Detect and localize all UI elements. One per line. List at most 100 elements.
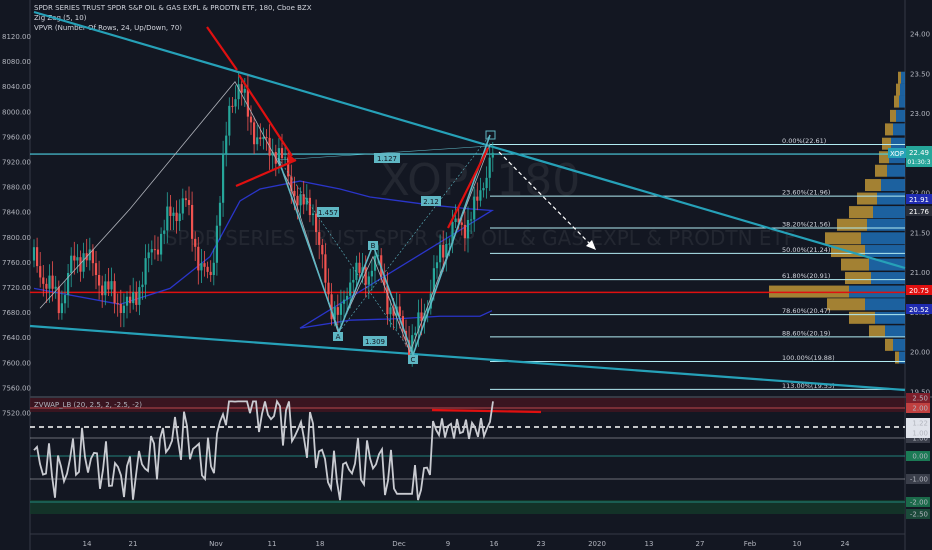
red-stroke-1[interactable] (206, 26, 238, 71)
candle-body (259, 137, 262, 140)
red-stroke-4[interactable] (447, 147, 489, 229)
osc-level-tag (906, 393, 930, 403)
vpvr-down-bar (857, 192, 877, 205)
fib-level-label: 100.00%(19.88) (782, 354, 835, 362)
candle-body (119, 303, 122, 314)
time-axis[interactable]: 14 21 Nov 11 18 Dec 9 16 23 2020 13 27 Feb 10 24 (83, 540, 850, 548)
candle-body (485, 177, 488, 189)
right-axis-tick: 24.00 (910, 31, 930, 39)
candle-body (70, 255, 73, 273)
right-axis-tick: 20.00 (910, 349, 930, 357)
left-axis-tick: 7920.00 (2, 159, 31, 167)
ratio-label-2: 1.457 (317, 207, 339, 217)
vpvr-up-bar (891, 137, 905, 150)
svg-text:21.76: 21.76 (909, 208, 930, 216)
candle-body (249, 116, 253, 123)
vpvr-up-bar (900, 83, 905, 96)
candle-body (364, 267, 367, 285)
fibonacci-retracement[interactable]: 0.00%(22.61) 23.60%(21.96) 38.20%(21.56) 50… (490, 137, 905, 390)
price-tag-20-75: 20.75 (906, 285, 932, 295)
candle-body (454, 218, 457, 222)
osc-red-line[interactable] (431, 408, 542, 414)
svg-text:2.12: 2.12 (423, 198, 439, 206)
candle-body (482, 188, 485, 191)
red-stroke-3[interactable] (235, 158, 297, 188)
candle-body (209, 271, 212, 276)
candle-body (296, 195, 299, 206)
candle-body (315, 213, 318, 233)
candle-body (160, 233, 163, 255)
candle-body (311, 213, 315, 216)
vpvr-up-bar (885, 325, 905, 338)
fib-level-label: 0.00%(22.61) (782, 137, 826, 145)
left-price-axis[interactable]: 8120.00 8080.00 8040.00 8000.00 7960.00 7920.… (2, 33, 31, 418)
svg-text:C: C (411, 356, 416, 364)
candle-body (284, 157, 287, 159)
candle-body (473, 196, 476, 220)
indicator-zigzag-label: Zig Zag (5, 10) (34, 14, 87, 22)
time-axis-tick: Dec (392, 540, 406, 548)
candle-body (318, 232, 321, 245)
left-axis-tick: 7880.00 (2, 184, 31, 192)
candle-body (91, 249, 94, 264)
vpvr-down-bar (837, 218, 867, 231)
osc-current-text: 1.22 (912, 420, 928, 428)
candle-body (42, 277, 45, 284)
downtrend-line-lower[interactable] (29, 324, 906, 392)
vpvr-up-bar (896, 109, 905, 122)
right-axis-tick: 23.00 (910, 110, 930, 118)
fib-level-label: 88.60%(20.19) (782, 329, 830, 337)
left-axis-tick: 7960.00 (2, 133, 31, 141)
time-axis-tick: 2020 (588, 540, 606, 548)
candle-body (423, 312, 426, 322)
fib-level-label: 23.60%(21.96) (782, 189, 830, 197)
candle-body (253, 122, 256, 145)
candle-body (256, 137, 259, 145)
candle-body (302, 194, 305, 205)
candle-body (240, 84, 243, 93)
projection-arrow[interactable] (498, 151, 595, 249)
time-axis-tick: 16 (490, 540, 499, 548)
candle-body (237, 84, 240, 100)
candle-body (156, 249, 160, 255)
candle-body (206, 266, 209, 272)
candle-body (67, 272, 70, 296)
osc-current-tag-2 (906, 428, 930, 438)
vpvr-up-bar (873, 206, 905, 219)
candle-body (135, 292, 138, 305)
vpvr-down-bar (898, 71, 901, 84)
vpvr-down-bar (849, 206, 873, 219)
candle-body (370, 270, 373, 277)
osc-level-text: -2.00 (910, 499, 928, 507)
candle-body (287, 157, 290, 177)
vpvr-down-bar (896, 83, 900, 96)
candle-body (222, 153, 225, 203)
red-stroke-2[interactable] (238, 74, 293, 157)
time-axis-tick: 21 (129, 540, 138, 548)
candle-body (386, 285, 389, 315)
osc-level-text: -2.50 (910, 511, 928, 519)
candle-body (36, 247, 39, 267)
candle-body (435, 262, 439, 269)
vpvr-up-bar (899, 351, 905, 364)
candle-body (324, 254, 327, 283)
vpvr-down-bar (885, 338, 893, 351)
oscillator-axis[interactable]: 2.50 2.00 1.00 0.00 -1.00 -2.00 -2.50 1.22 1.00 (906, 393, 930, 519)
vpvr-down-bar (845, 272, 871, 285)
candle-body (336, 307, 339, 315)
left-axis-tick: 7680.00 (2, 309, 31, 317)
zigzag-line (39, 80, 491, 354)
time-axis-tick: 13 (645, 540, 654, 548)
vpvr-up-bar (893, 123, 905, 136)
osc-current-tag (906, 418, 930, 428)
vpvr-up-bar (849, 285, 905, 298)
fib-level-label: 113.00%(19.53) (782, 382, 835, 390)
candle-body (116, 303, 119, 305)
candle-body (172, 212, 175, 216)
vpvr-down-bar (875, 164, 887, 177)
downtrend-line-upper[interactable] (33, 10, 906, 270)
candle-body (101, 285, 104, 296)
candle-body (104, 281, 107, 296)
candle-body (141, 284, 144, 288)
